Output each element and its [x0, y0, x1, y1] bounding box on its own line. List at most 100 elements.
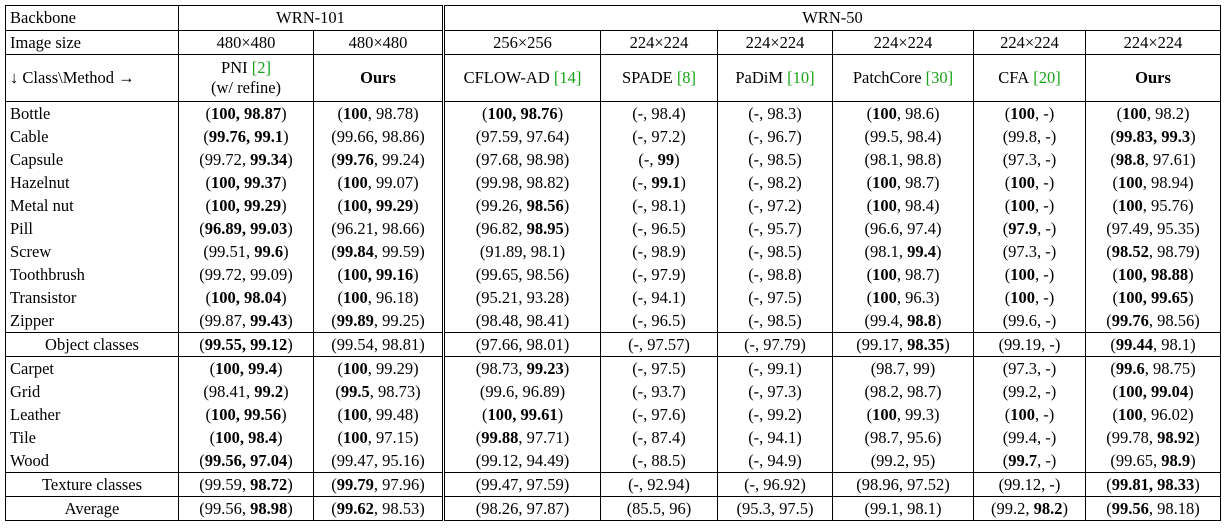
cell-text: ( — [1004, 287, 1011, 307]
cell-text: , 99.24) — [373, 149, 425, 169]
cell: (99.72, 99.34) — [178, 148, 314, 171]
cell-best: 99.6 — [254, 241, 284, 261]
cell-text: ( — [209, 427, 216, 447]
cell: (99.88, 97.71) — [443, 426, 601, 449]
summary-row: Average (99.56, 98.98) (99.62, 98.53) (98.2… — [5, 496, 1221, 521]
cell: (100, 98.6) — [832, 101, 974, 125]
cell-best: 100 — [872, 287, 897, 307]
cell-text: ( — [337, 172, 343, 192]
cell-best: 99.89 — [336, 310, 374, 330]
cell-best: 100 — [342, 103, 368, 123]
cell: (100, -) — [973, 194, 1086, 217]
cell: (-, 94.1) — [717, 426, 833, 449]
cell-text: ( — [1110, 334, 1116, 354]
cell-best: 100, 99.65 — [1117, 287, 1189, 307]
cell: (99.17, 98.35) — [832, 332, 974, 357]
cell-text: ( — [1106, 498, 1112, 518]
cell: (97.59, 97.64) — [443, 125, 601, 148]
cell: (-, 99) — [600, 148, 718, 171]
cell-best: 96.89, 99.03 — [204, 218, 288, 238]
cell: (100, 98.87) — [178, 101, 314, 125]
cell-text: ) — [1190, 450, 1196, 470]
cell-best: 99.44 — [1115, 334, 1153, 354]
cell: (100, 99.07) — [313, 171, 445, 194]
cell: (-, 97.57) — [600, 332, 718, 357]
cell-text: ( — [331, 498, 337, 518]
cell-best: 98.52 — [1111, 241, 1149, 261]
citation: [8] — [676, 68, 697, 87]
row-label: Object classes — [5, 332, 179, 357]
header-cell: 480×480 — [313, 30, 445, 55]
cell: (-, 97.79) — [717, 332, 833, 357]
cell: (-, 94.1) — [600, 286, 718, 309]
cell-text: , 98.94) — [1142, 172, 1194, 192]
cell-text: , 98.7) — [896, 264, 940, 284]
cell: (99.89, 99.25) — [313, 309, 445, 333]
cell-text: , -) — [1035, 264, 1055, 284]
cell-text: ( — [866, 264, 873, 284]
cell: (97.66, 98.01) — [443, 332, 601, 357]
table-row: Zipper (99.87, 99.43) (99.89, 99.25) (98.48… — [5, 309, 1221, 333]
cell-best: 100 — [1117, 404, 1143, 424]
row-label: Grid — [5, 380, 179, 403]
cell-text: ( — [1106, 310, 1112, 330]
cell-best: 99.56, 97.04 — [204, 450, 288, 470]
row-label: Capsule — [5, 148, 179, 171]
cell: (100, 95.76) — [1085, 194, 1221, 217]
cell-text: ( — [205, 103, 211, 123]
cell-text: ( — [199, 450, 205, 470]
cell-best: 100 — [342, 287, 368, 307]
cell: (97.3, -) — [973, 240, 1086, 263]
cell: (98.26, 97.87) — [443, 496, 601, 521]
cell-text: , -) — [1035, 287, 1055, 307]
cell: (100, 97.15) — [313, 426, 445, 449]
cell-best: 100 — [872, 264, 897, 284]
cell-text: (99.51, — [203, 241, 255, 261]
cell: (98.52, 98.79) — [1085, 240, 1221, 263]
header-cell: CFLOW-AD [14] — [443, 54, 601, 102]
cell-text: , 98.2) — [1146, 103, 1190, 123]
cell: (100, 99.4) — [178, 356, 314, 380]
cell: (-, 97.2) — [600, 125, 718, 148]
cell-text: ) — [287, 474, 293, 494]
cell-best: 100 — [342, 404, 368, 424]
cell: (99.83, 99.3) — [1085, 125, 1221, 148]
header-cell: Ours — [313, 54, 445, 102]
cell-text: ( — [1110, 149, 1116, 169]
cell-text: ( — [199, 218, 205, 238]
row-label: Wood — [5, 449, 179, 473]
cell: (-, 99.1) — [717, 356, 833, 380]
cell-best: 99.43 — [250, 310, 288, 330]
cell: (-, 92.94) — [600, 472, 718, 497]
cell: (-, 98.2) — [717, 171, 833, 194]
cell: (100, 96.3) — [832, 286, 974, 309]
cell: (99.5, 98.4) — [832, 125, 974, 148]
cell: (99.44, 98.1) — [1085, 332, 1221, 357]
row-label: Transistor — [5, 286, 179, 309]
cell-best: 99.7 — [1008, 450, 1038, 470]
cell-text: (96.82, — [475, 218, 527, 238]
cell-text: ( — [331, 474, 337, 494]
cell: (100, -) — [973, 263, 1086, 286]
cell: (100, 98.4) — [832, 194, 974, 217]
row-label: Tile — [5, 426, 179, 449]
cell-text: ) — [413, 264, 419, 284]
citation: [20] — [1033, 68, 1061, 87]
cell-text: ( — [331, 241, 337, 261]
header-cell: WRN-101 — [178, 5, 445, 31]
cell: (97.49, 95.35) — [1085, 217, 1221, 240]
cell-best: 100, 99.04 — [1117, 381, 1189, 401]
cell-best: 98.92 — [1157, 427, 1195, 447]
cell: (99.54, 98.81) — [313, 332, 445, 357]
table-row: Carpet (100, 99.4) (100, 99.29) (98.73, 99.… — [5, 356, 1221, 380]
cell-text: ) — [944, 334, 950, 354]
cell-text: ( — [205, 195, 211, 215]
cell-text: ) — [936, 241, 942, 261]
cell: (99.56, 97.04) — [178, 449, 314, 473]
table-row: Metal nut (100, 99.29) (100, 99.29) (99.26,… — [5, 194, 1221, 217]
cell: (-, 96.5) — [600, 309, 718, 333]
table-row: Grid (98.41, 99.2) (99.5, 98.73) (99.6, 96.… — [5, 380, 1221, 403]
cell-text: , -) — [1035, 172, 1055, 192]
header-cell: Ours — [1085, 54, 1221, 102]
cell-text: ) — [680, 172, 686, 192]
